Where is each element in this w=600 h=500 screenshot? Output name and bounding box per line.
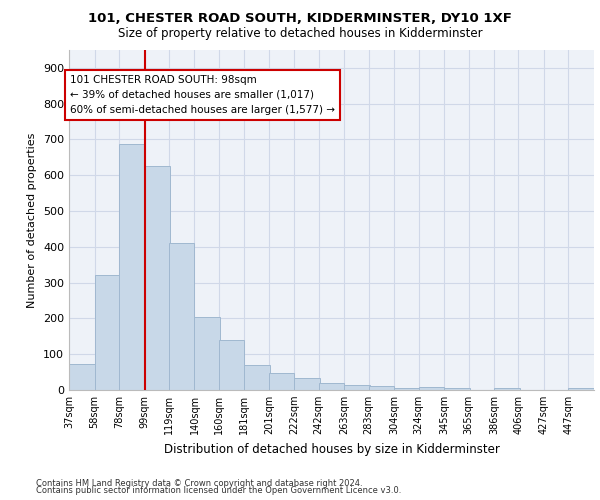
Bar: [295, 378, 320, 390]
Bar: [219, 340, 244, 390]
Bar: [169, 244, 194, 390]
Bar: [419, 388, 444, 390]
Bar: [119, 144, 145, 390]
Text: Size of property relative to detached houses in Kidderminster: Size of property relative to detached ho…: [118, 28, 482, 40]
Bar: [194, 316, 220, 390]
X-axis label: Distribution of detached houses by size in Kidderminster: Distribution of detached houses by size …: [164, 442, 499, 456]
Bar: [244, 365, 270, 390]
Bar: [494, 388, 520, 390]
Text: Contains HM Land Registry data © Crown copyright and database right 2024.: Contains HM Land Registry data © Crown c…: [36, 478, 362, 488]
Bar: [95, 276, 120, 390]
Bar: [69, 364, 95, 390]
Bar: [368, 386, 394, 390]
Bar: [269, 373, 295, 390]
Text: 101 CHESTER ROAD SOUTH: 98sqm
← 39% of detached houses are smaller (1,017)
60% o: 101 CHESTER ROAD SOUTH: 98sqm ← 39% of d…: [70, 75, 335, 114]
Text: Contains public sector information licensed under the Open Government Licence v3: Contains public sector information licen…: [36, 486, 401, 495]
Bar: [145, 166, 170, 390]
Y-axis label: Number of detached properties: Number of detached properties: [28, 132, 37, 308]
Bar: [394, 388, 420, 390]
Bar: [568, 388, 594, 390]
Text: 101, CHESTER ROAD SOUTH, KIDDERMINSTER, DY10 1XF: 101, CHESTER ROAD SOUTH, KIDDERMINSTER, …: [88, 12, 512, 26]
Bar: [344, 384, 370, 390]
Bar: [319, 383, 344, 390]
Bar: [444, 388, 470, 390]
